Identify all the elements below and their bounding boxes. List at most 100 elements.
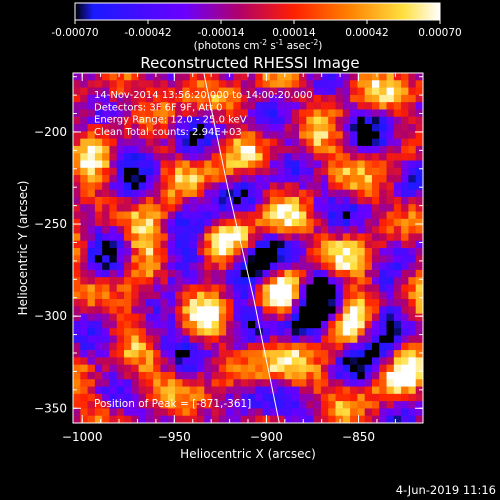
heatmap-cell — [131, 248, 140, 256]
heatmap-cell — [269, 138, 278, 147]
heatmap-cell — [80, 313, 88, 322]
heatmap-cell — [109, 269, 118, 278]
heatmap-cell — [73, 342, 81, 351]
heatmap-cell — [218, 262, 227, 271]
heatmap-cell — [94, 73, 103, 81]
heatmap-cell — [204, 196, 212, 205]
heatmap-cell — [415, 269, 423, 278]
heatmap-cell — [94, 226, 103, 234]
heatmap-cell — [328, 160, 336, 169]
heatmap-cell — [350, 320, 358, 329]
heatmap-cell — [211, 342, 220, 351]
heatmap-cell — [379, 357, 387, 366]
y-tick-label: −200 — [34, 125, 67, 139]
heatmap-cell — [226, 80, 234, 88]
heatmap-cell — [299, 226, 307, 234]
heatmap-cell — [248, 371, 256, 380]
heatmap-cell — [350, 109, 358, 118]
heatmap-cell — [415, 262, 423, 271]
heatmap-cell — [277, 138, 285, 147]
heatmap-cell — [153, 102, 161, 110]
heatmap-cell — [211, 291, 220, 300]
heatmap-cell — [153, 415, 161, 423]
heatmap-cell — [87, 328, 96, 336]
heatmap-cell — [116, 284, 125, 293]
heatmap-cell — [102, 415, 110, 423]
heatmap-cell — [102, 328, 110, 336]
heatmap-cell — [386, 299, 395, 307]
heatmap-cell — [320, 102, 329, 110]
heatmap-cell — [357, 306, 366, 315]
heatmap-cell — [335, 313, 344, 322]
heatmap-cell — [175, 145, 183, 154]
heatmap-cell — [94, 233, 103, 242]
heatmap-cell — [153, 145, 161, 154]
heatmap-cell — [379, 262, 387, 271]
heatmap-cell — [386, 328, 395, 336]
heatmap-cell — [386, 408, 395, 417]
heatmap-cell — [415, 357, 423, 366]
heatmap-cell — [328, 386, 336, 395]
heatmap-cell — [196, 379, 205, 387]
heatmap-cell — [218, 299, 227, 307]
heatmap-cell — [306, 226, 315, 234]
heatmap-cell — [80, 328, 88, 336]
colorbar-tick-label: -0.00070 — [51, 27, 98, 39]
heatmap-cell — [269, 73, 278, 81]
heatmap-cell — [262, 248, 271, 256]
heatmap-cell — [153, 80, 161, 88]
heatmap-cell — [211, 284, 220, 293]
heatmap-cell — [240, 401, 249, 409]
heatmap-cell — [124, 124, 132, 132]
heatmap-cell — [306, 102, 315, 110]
heatmap-cell — [335, 328, 344, 336]
heatmap-cell — [233, 350, 242, 358]
heatmap-cell — [233, 196, 242, 205]
heatmap-cell — [328, 80, 336, 88]
heatmap-cell — [204, 204, 212, 212]
heatmap-cell — [196, 313, 205, 322]
heatmap-cell — [342, 80, 351, 88]
heatmap-cell — [175, 255, 183, 263]
heatmap-cell — [87, 364, 96, 373]
heatmap-cell — [379, 124, 387, 132]
heatmap-cell — [255, 364, 263, 373]
heatmap-cell — [233, 145, 242, 154]
heatmap-cell — [131, 182, 140, 191]
heatmap-cell — [116, 401, 125, 409]
heatmap-cell — [248, 218, 256, 227]
heatmap-cell — [313, 145, 322, 154]
heatmap-cell — [415, 175, 423, 183]
heatmap-cell — [182, 277, 191, 285]
heatmap-cell — [299, 160, 307, 169]
heatmap-cell — [153, 153, 161, 161]
heatmap-cell — [94, 306, 103, 315]
heatmap-cell — [313, 116, 322, 125]
heatmap-cell — [262, 277, 271, 285]
heatmap-cell — [357, 167, 366, 176]
heatmap-cell — [357, 364, 366, 373]
heatmap-cell — [328, 393, 336, 402]
heatmap-cell — [109, 80, 118, 88]
heatmap-cell — [109, 291, 118, 300]
heatmap-cell — [357, 379, 366, 387]
heatmap-cell — [379, 138, 387, 147]
heatmap-cell — [182, 386, 191, 395]
heatmap-cell — [87, 335, 96, 344]
heatmap-cell — [167, 328, 176, 336]
heatmap-cell — [350, 313, 358, 322]
heatmap-cell — [342, 153, 351, 161]
heatmap-cell — [211, 320, 220, 329]
heatmap-cell — [145, 116, 154, 125]
heatmap-cell — [94, 189, 103, 198]
heatmap-cell — [408, 269, 417, 278]
heatmap-cell — [80, 262, 88, 271]
heatmap-cell — [306, 320, 315, 329]
heatmap-cell — [94, 335, 103, 344]
heatmap-cell — [175, 182, 183, 191]
heatmap-cell — [335, 386, 344, 395]
heatmap-cell — [371, 371, 380, 380]
heatmap-cell — [284, 379, 293, 387]
heatmap-cell — [277, 350, 285, 358]
heatmap-cell — [145, 386, 154, 395]
